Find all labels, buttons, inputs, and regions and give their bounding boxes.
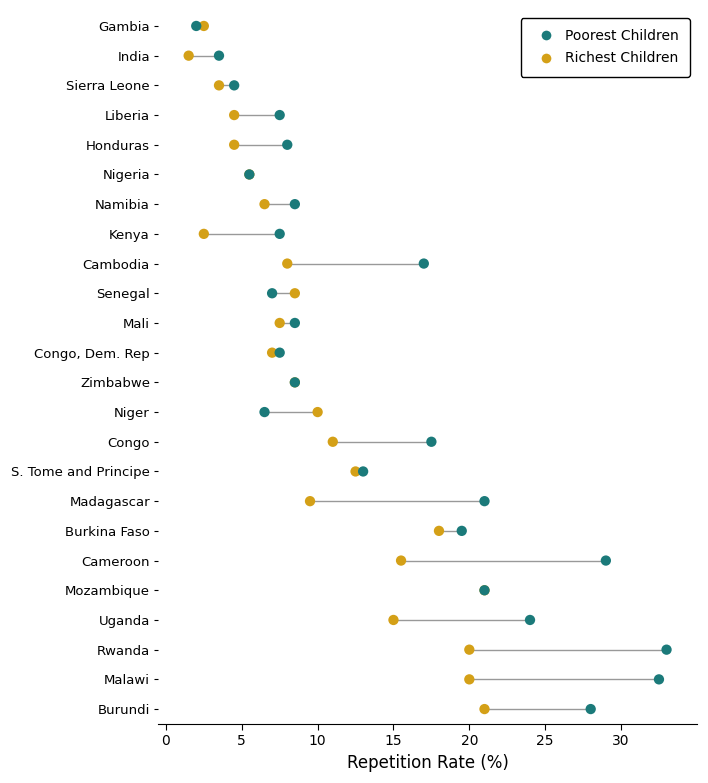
Point — [426, 435, 437, 448]
Point — [289, 198, 300, 211]
Point — [229, 139, 240, 151]
Point — [274, 346, 285, 359]
Point — [418, 258, 430, 270]
Point — [585, 703, 596, 716]
Point — [395, 554, 406, 567]
Point — [653, 673, 665, 686]
Point — [464, 644, 475, 656]
Point — [198, 20, 210, 32]
Point — [183, 49, 194, 62]
X-axis label: Repetition Rate (%): Repetition Rate (%) — [347, 754, 508, 772]
Point — [464, 673, 475, 686]
Point — [274, 228, 285, 240]
Point — [282, 258, 293, 270]
Point — [198, 228, 210, 240]
Point — [282, 139, 293, 151]
Point — [213, 79, 224, 92]
Point — [327, 435, 338, 448]
Point — [433, 525, 445, 537]
Point — [525, 614, 536, 626]
Point — [312, 406, 324, 418]
Point — [479, 584, 490, 597]
Point — [213, 49, 224, 62]
Point — [479, 495, 490, 507]
Point — [479, 584, 490, 597]
Point — [289, 316, 300, 329]
Point — [244, 168, 255, 181]
Point — [274, 316, 285, 329]
Point — [259, 198, 270, 211]
Point — [244, 168, 255, 181]
Point — [479, 703, 490, 716]
Point — [259, 406, 270, 418]
Point — [289, 376, 300, 388]
Legend: Poorest Children, Richest Children: Poorest Children, Richest Children — [520, 18, 690, 77]
Point — [266, 346, 278, 359]
Point — [358, 465, 369, 478]
Point — [456, 525, 467, 537]
Point — [388, 614, 399, 626]
Point — [304, 495, 316, 507]
Point — [190, 20, 202, 32]
Point — [600, 554, 612, 567]
Point — [229, 79, 240, 92]
Point — [266, 287, 278, 300]
Point — [289, 376, 300, 388]
Point — [274, 109, 285, 121]
Point — [289, 287, 300, 300]
Point — [229, 109, 240, 121]
Point — [661, 644, 672, 656]
Point — [350, 465, 361, 478]
